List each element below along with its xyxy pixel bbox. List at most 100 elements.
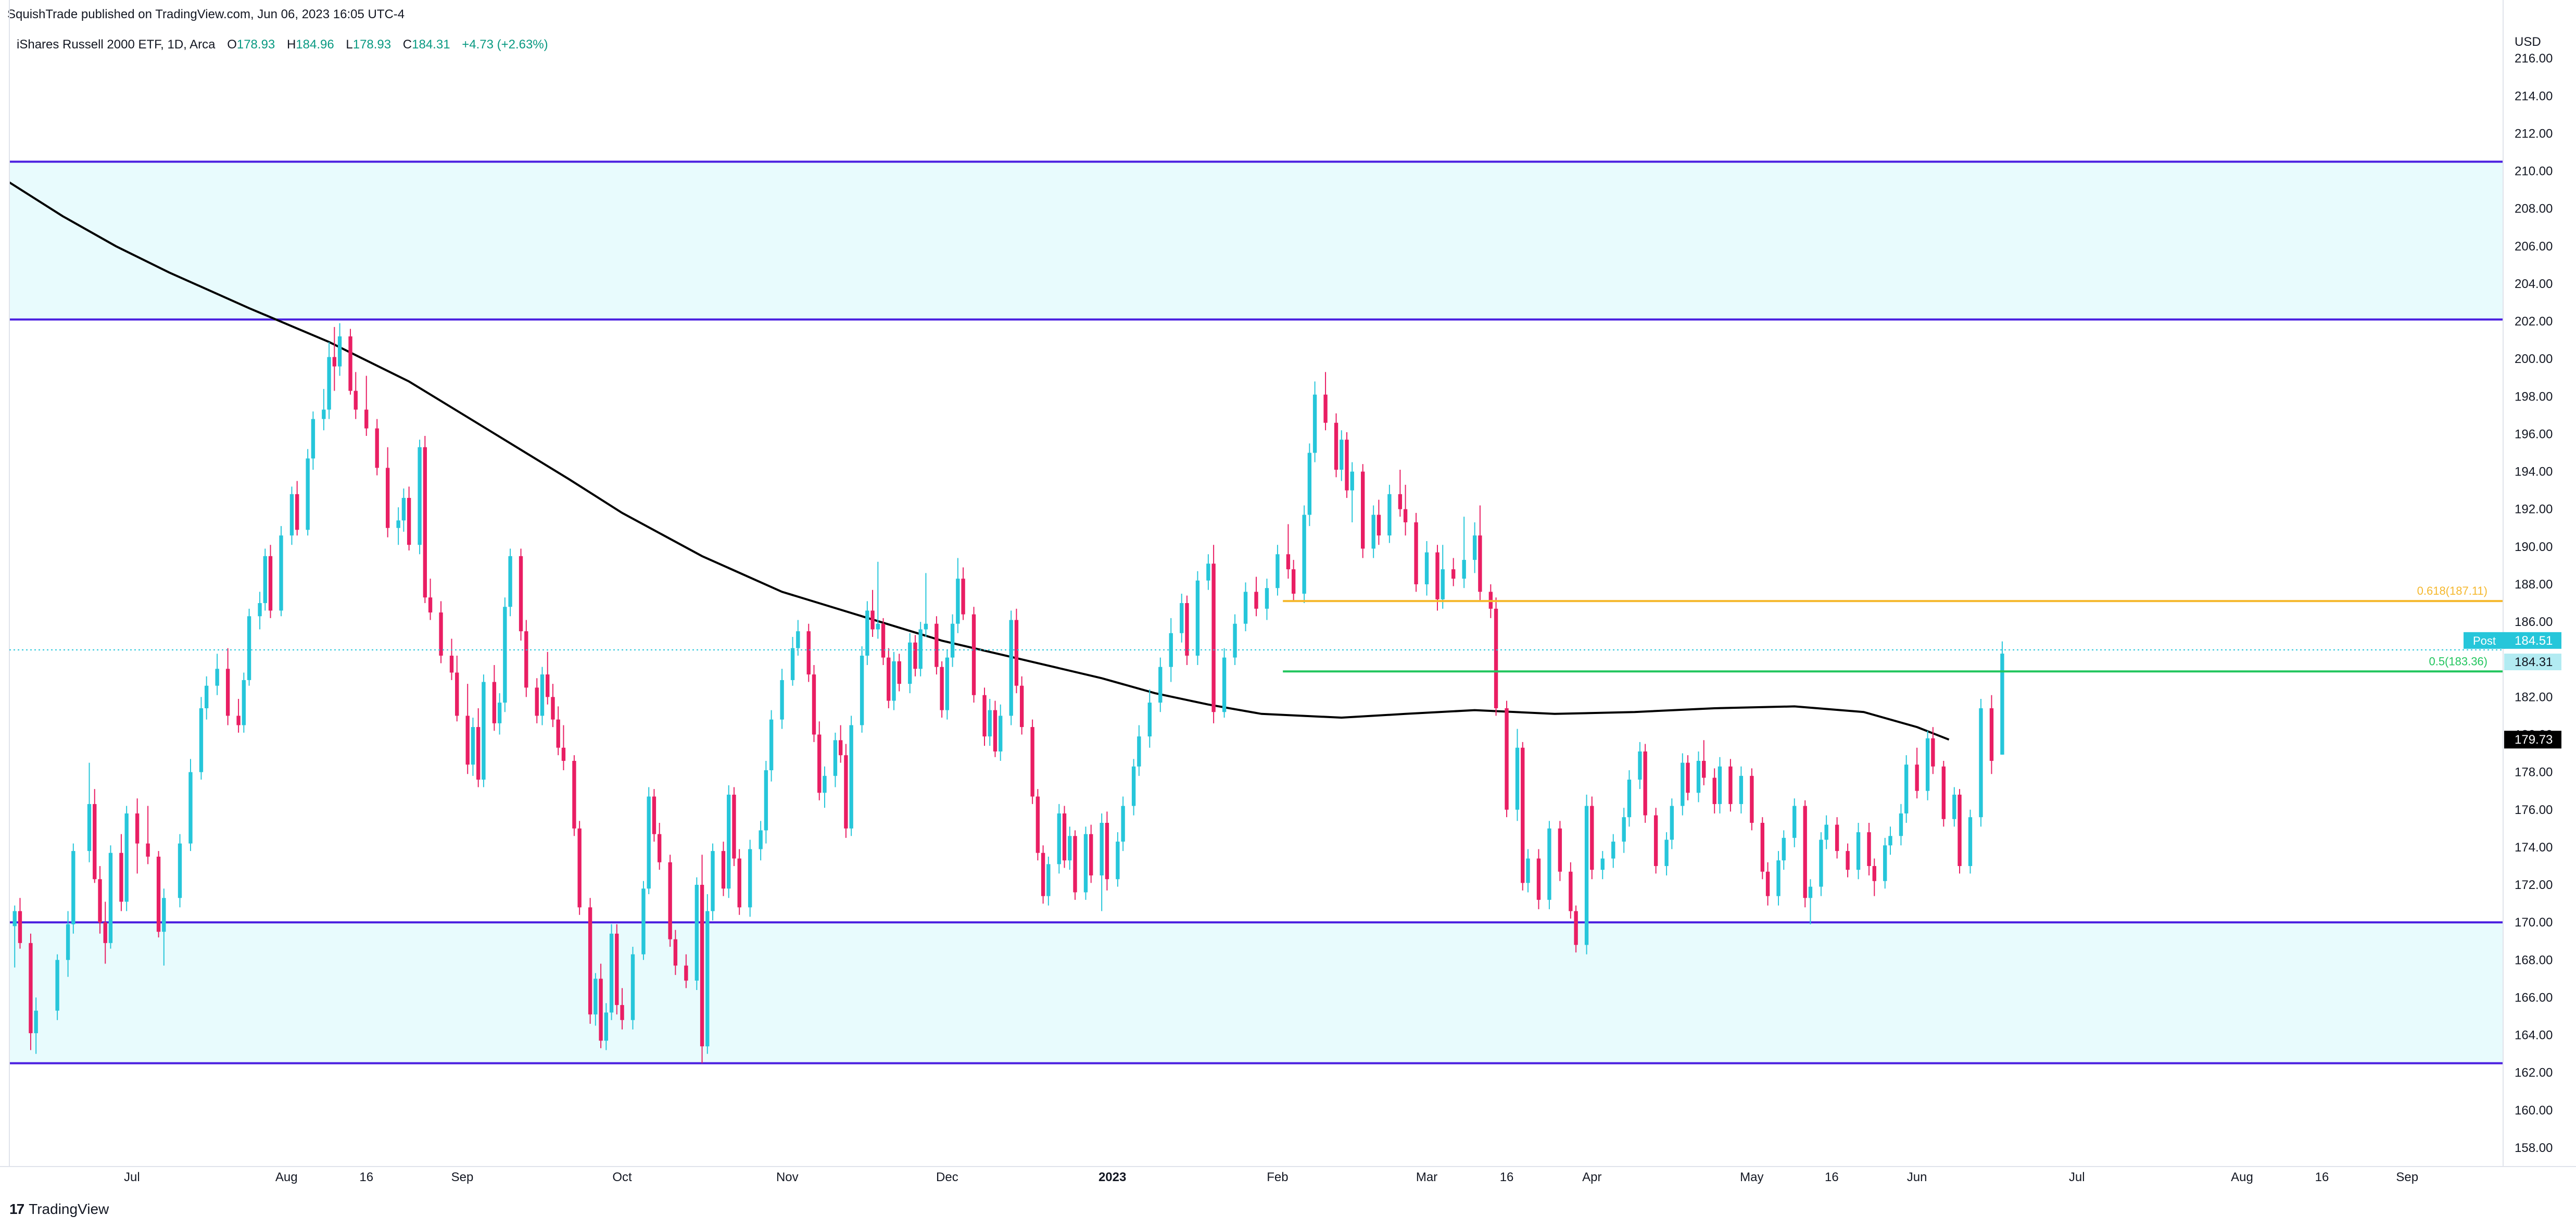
zones-layer: [9, 160, 2503, 1064]
candle-body-202: [1600, 858, 1605, 870]
candle-body-188: [1478, 535, 1482, 592]
candle-body-76: [615, 933, 619, 1005]
candle-body-185: [1451, 569, 1456, 579]
candle-body-238: [1915, 765, 1919, 791]
candle-body-21: [205, 685, 209, 708]
y-tick-label-17: 182.00: [2515, 690, 2553, 704]
candle-body-201: [1590, 806, 1594, 870]
candle-body-71: [588, 907, 592, 1014]
y-tick-label-23: 170.00: [2515, 916, 2553, 930]
candle-body-91: [727, 794, 731, 889]
candle-body-174: [1350, 471, 1354, 491]
candle-body-51: [449, 656, 454, 673]
candle-body-96: [764, 770, 768, 831]
x-tick-label-12: May: [1740, 1170, 1763, 1184]
y-tick-label-1: 214.00: [2515, 89, 2553, 103]
candle-body-137: [1041, 853, 1045, 896]
candle-body-240: [1931, 738, 1935, 767]
candle-body-119: [918, 629, 923, 669]
candle-body-151: [1147, 703, 1152, 737]
candle-body-35: [322, 409, 326, 419]
close-label: C: [402, 37, 412, 52]
candle-body-191: [1505, 708, 1509, 810]
candle-body-132: [1009, 620, 1013, 716]
candle-body-173: [1345, 440, 1349, 491]
candle-body-38: [337, 336, 342, 367]
x-tick-label-17: 16: [2315, 1170, 2329, 1184]
candle-body-138: [1046, 864, 1051, 896]
candle-body-136: [1036, 796, 1040, 853]
y-tick-label-24: 168.00: [2515, 953, 2553, 967]
candle-body-243: [1958, 794, 1962, 866]
candle-body-216: [1718, 766, 1722, 804]
publisher-line: SquishTrade published on TradingView.com…: [7, 7, 405, 21]
candle-body-179: [1398, 494, 1403, 509]
open-label: O: [227, 37, 237, 52]
x-tick-label-7: 2023: [1098, 1170, 1126, 1184]
x-tick-label-0: Jul: [124, 1170, 140, 1184]
y-tick-label-4: 208.00: [2515, 202, 2553, 216]
y-tick-label-11: 194.00: [2515, 465, 2553, 479]
candle-body-144: [1089, 834, 1093, 875]
candle-body-0: [12, 911, 17, 926]
candle-body-53: [465, 716, 470, 765]
candle-body-68: [561, 747, 566, 761]
y-tick-label-27: 162.00: [2515, 1066, 2553, 1080]
candle-body-245: [1979, 708, 1983, 818]
candle-body-166: [1291, 569, 1296, 594]
x-tick-label-11: Apr: [1582, 1170, 1601, 1184]
candle-body-169: [1312, 394, 1317, 453]
x-tick-label-5: Nov: [776, 1170, 799, 1184]
candle-body-50: [439, 612, 443, 656]
candle-body-244: [1968, 817, 1973, 866]
candle-body-62: [524, 631, 528, 688]
candle-body-85: [684, 966, 688, 981]
candle-body-103: [817, 734, 822, 793]
candle-body-1: [18, 911, 22, 943]
candle-body-97: [769, 719, 774, 771]
candle-body-139: [1057, 813, 1061, 864]
candle-body-40: [353, 391, 358, 410]
candle-body-83: [668, 862, 672, 939]
candle-body-161: [1243, 592, 1248, 624]
candle-body-186: [1462, 560, 1466, 579]
candle-body-66: [551, 697, 555, 720]
candle-body-49: [428, 597, 433, 613]
candle-body-182: [1424, 552, 1429, 584]
y-tick-label-15: 186.00: [2515, 615, 2553, 629]
candle-body-198: [1569, 871, 1573, 911]
candle-body-89: [711, 851, 715, 911]
last-price-bg: [2504, 654, 2561, 671]
x-tick-label-15: Jul: [2069, 1170, 2085, 1184]
candle-body-25: [242, 680, 246, 725]
candle-body-70: [577, 828, 582, 908]
candle-body-228: [1824, 824, 1828, 840]
candle-body-211: [1681, 762, 1685, 806]
high-value: 184.96: [296, 37, 334, 52]
ma-price-value: 179.73: [2515, 733, 2553, 747]
candle-body-110: [865, 610, 869, 656]
candle-body-168: [1307, 453, 1312, 515]
candle-body-213: [1696, 760, 1701, 793]
candle-body-236: [1899, 813, 1903, 836]
candle-body-60: [508, 556, 512, 607]
candle-body-203: [1611, 842, 1615, 859]
candle-body-196: [1547, 828, 1551, 900]
close-value: 184.31: [412, 37, 450, 52]
candles-layer: [12, 323, 2004, 1063]
candle-body-223: [1782, 837, 1786, 861]
x-tick-label-1: Aug: [275, 1170, 298, 1184]
candle-body-115: [892, 661, 896, 701]
candle-body-36: [327, 357, 331, 410]
x-tick-label-9: Mar: [1416, 1170, 1437, 1184]
y-tick-label-29: 158.00: [2515, 1141, 2553, 1155]
tradingview-brand[interactable]: 17 TradingView: [9, 1201, 109, 1218]
candle-body-184: [1441, 569, 1445, 599]
candle-body-32: [295, 494, 299, 530]
candle-body-155: [1185, 603, 1189, 656]
candle-body-113: [881, 623, 886, 658]
candle-body-47: [418, 447, 422, 545]
candle-body-178: [1387, 494, 1392, 536]
candle-body-43: [386, 468, 390, 528]
